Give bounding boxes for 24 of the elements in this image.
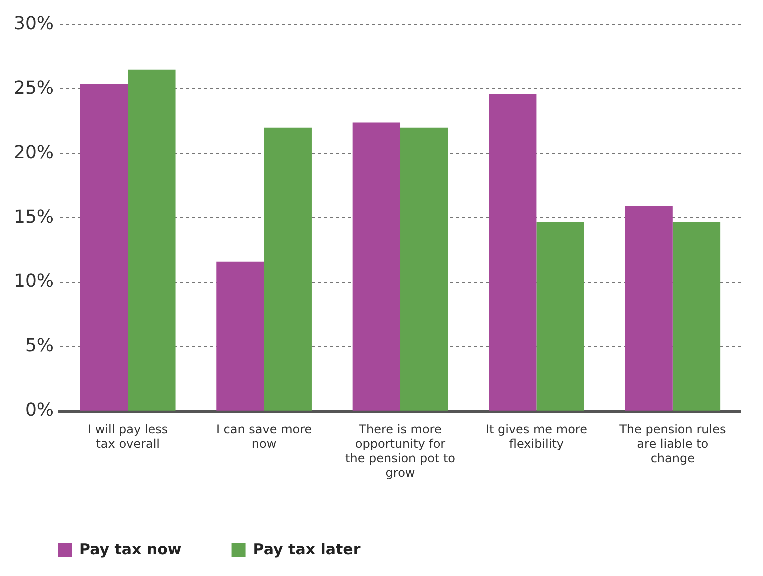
x-tick-label: There is more opportunity for the pension pot to grow (346, 422, 456, 480)
bar (400, 128, 448, 411)
y-tick-label: 25% (14, 78, 54, 99)
y-tick-label: 15% (14, 206, 54, 228)
bar (672, 222, 721, 411)
bar (264, 128, 312, 411)
x-tick-label: The pension rules are liable to change (618, 422, 726, 466)
legend-label: Pay tax later (253, 540, 362, 558)
bar (128, 70, 176, 411)
y-tick-label: 0% (25, 400, 54, 422)
bar (536, 222, 584, 411)
bar (80, 84, 128, 411)
bar (489, 94, 537, 411)
x-tick-label: It gives me more flexibility (486, 422, 588, 452)
bar (216, 262, 264, 411)
bar (352, 122, 401, 411)
y-tick-label: 30% (14, 13, 54, 34)
x-tick-label: I can save more now (216, 422, 312, 452)
x-tick-label: I will pay less tax overall (88, 422, 168, 452)
y-tick-label: 5% (25, 336, 54, 357)
legend-label: Pay tax now (80, 540, 182, 558)
bar (625, 206, 673, 411)
y-tick-label: 10% (14, 271, 54, 292)
y-tick-label: 20% (14, 142, 54, 164)
